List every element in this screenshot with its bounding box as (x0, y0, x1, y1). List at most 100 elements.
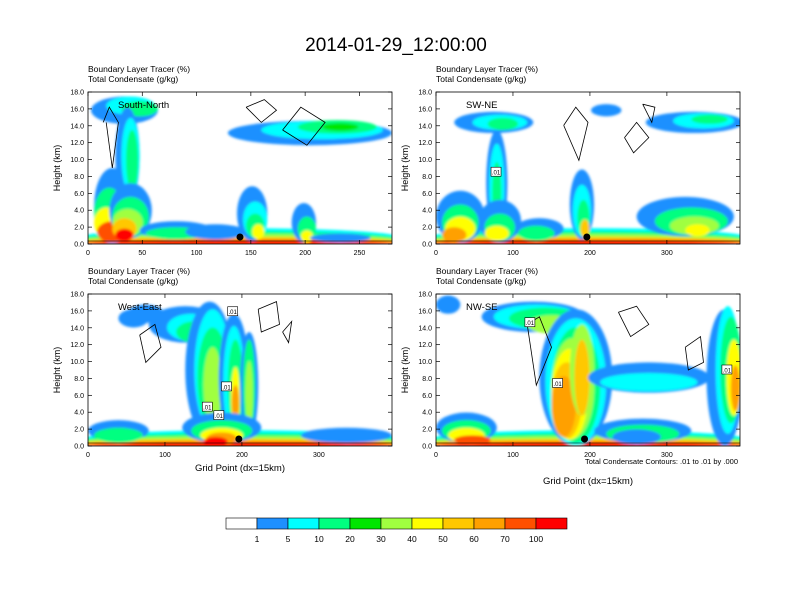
x-tick-label: 200 (584, 452, 596, 459)
y-tick-label: 10.0 (70, 157, 84, 164)
y-tick-label: 8.0 (74, 174, 84, 181)
shading-patch (322, 123, 359, 131)
colorbar-swatch (535, 517, 568, 530)
x-axis-title: Grid Point (dx=15km) (195, 463, 285, 474)
panel-sw-ne: Boundary Layer Tracer (%)Total Condensat… (400, 64, 741, 257)
colorbar-label: 60 (469, 534, 479, 544)
x-axis-title: Grid Point (dx=15km) (543, 476, 633, 487)
y-tick-label: 0.0 (74, 242, 84, 249)
shading-patch (454, 435, 491, 445)
plot-frame (87, 293, 393, 447)
shading-patch (685, 224, 710, 237)
contour-label-box (213, 410, 225, 420)
y-tick-label: 16.0 (418, 106, 432, 113)
y-tick-label: 18.0 (70, 90, 84, 97)
condensate-contour (563, 106, 589, 162)
shading-patch (442, 227, 467, 243)
y-tick-label: 4.0 (74, 208, 84, 215)
x-tick-label: 0 (86, 250, 90, 257)
y-tick-label: 0.0 (422, 242, 432, 249)
contour-note: Total Condensate Contours: .01 to .01 by… (585, 457, 738, 466)
condensate-contour (102, 106, 119, 169)
y-tick-label: 6.0 (422, 393, 432, 400)
y-tick-label: 18.0 (70, 292, 84, 299)
y-tick-label: 12.0 (70, 342, 84, 349)
contour-label: .01 (723, 369, 732, 375)
contour-label-box (552, 378, 563, 388)
y-tick-label: 2.0 (422, 225, 432, 232)
contour-label: .01 (492, 171, 501, 177)
colorbar-swatch (318, 517, 351, 530)
shading-patch (518, 225, 555, 241)
contour-variable-label: Total Condensate (g/kg) (436, 276, 526, 286)
y-tick-label: 12.0 (418, 342, 432, 349)
colorbar-label: 1 (255, 534, 260, 544)
contour-label-box (227, 306, 238, 317)
shading-patch (203, 436, 228, 446)
colorbar-label: 40 (407, 534, 417, 544)
location-marker (235, 435, 243, 443)
contour-label: .01 (526, 321, 535, 327)
location-marker (581, 435, 589, 443)
colorbar-label: 50 (438, 534, 448, 544)
shading-field: .01 (436, 103, 740, 244)
shading-patch (126, 130, 139, 191)
colorbar-swatch (225, 517, 258, 530)
contour-variable-label: Total Condensate (g/kg) (88, 74, 178, 84)
colorbar: 1 5 10 20 30 40 50 60 70 100 (225, 517, 568, 544)
panel-name: SW-NE (466, 100, 498, 111)
panel-name: NW-SE (466, 302, 498, 313)
figure-title: 2014-01-29_12:00:00 (305, 35, 487, 56)
plot-frame (435, 293, 741, 447)
colorbar-label: 5 (286, 534, 291, 544)
shading-patch (612, 429, 661, 445)
panel-west-east: Boundary Layer Tracer (%)Total Condensat… (52, 266, 393, 474)
y-tick-label: 10.0 (418, 157, 432, 164)
shading-patch (88, 241, 392, 244)
y-tick-label: 12.0 (418, 140, 432, 147)
y-tick-label: 2.0 (422, 427, 432, 434)
x-tick-label: 100 (159, 452, 171, 459)
panel-name: West-East (118, 302, 162, 313)
x-tick-label: 200 (299, 250, 311, 257)
shading-patch (231, 385, 240, 422)
colorbar-label: 70 (500, 534, 510, 544)
shading-field: .01.01.01.01 (88, 301, 392, 446)
shading-patch (127, 304, 164, 323)
colorbar-swatch (349, 517, 382, 530)
contour-label-box (721, 364, 733, 375)
shading-patch (88, 443, 392, 446)
x-tick-label: 0 (86, 452, 90, 459)
y-tick-label: 0.0 (74, 444, 84, 451)
shading-patch (300, 230, 313, 243)
condensate-contour (618, 305, 650, 338)
panel-name: South-North (118, 100, 169, 111)
shading-patch (730, 365, 740, 412)
colorbar-label: 10 (314, 534, 324, 544)
fill-variable-label: Boundary Layer Tracer (%) (436, 64, 538, 74)
colorbar-label: 20 (345, 534, 355, 544)
colorbar-swatch (256, 517, 289, 530)
shading-patch (591, 104, 622, 117)
y-axis-title: Height (km) (52, 145, 62, 192)
y-tick-label: 16.0 (70, 106, 84, 113)
contour-label: .01 (229, 310, 238, 316)
x-tick-label: 250 (354, 250, 366, 257)
condensate-contour (245, 99, 278, 123)
condensate-contour (642, 103, 656, 124)
contour-variable-label: Total Condensate (g/kg) (436, 74, 526, 84)
colorbar-label: 100 (529, 534, 543, 544)
shading-patch (115, 228, 134, 241)
shading-patch (600, 373, 698, 392)
panel-nw-se: Boundary Layer Tracer (%)Total Condensat… (400, 266, 741, 487)
colorbar-swatch (473, 517, 506, 530)
shading-patch (551, 376, 576, 437)
y-tick-label: 16.0 (70, 308, 84, 315)
y-tick-label: 14.0 (418, 123, 432, 130)
y-axis-title: Height (km) (400, 145, 410, 192)
shading-patch (580, 219, 590, 238)
shading-patch (309, 233, 371, 243)
shading-patch (691, 114, 728, 124)
y-tick-label: 0.0 (422, 444, 432, 451)
y-tick-label: 4.0 (422, 410, 432, 417)
